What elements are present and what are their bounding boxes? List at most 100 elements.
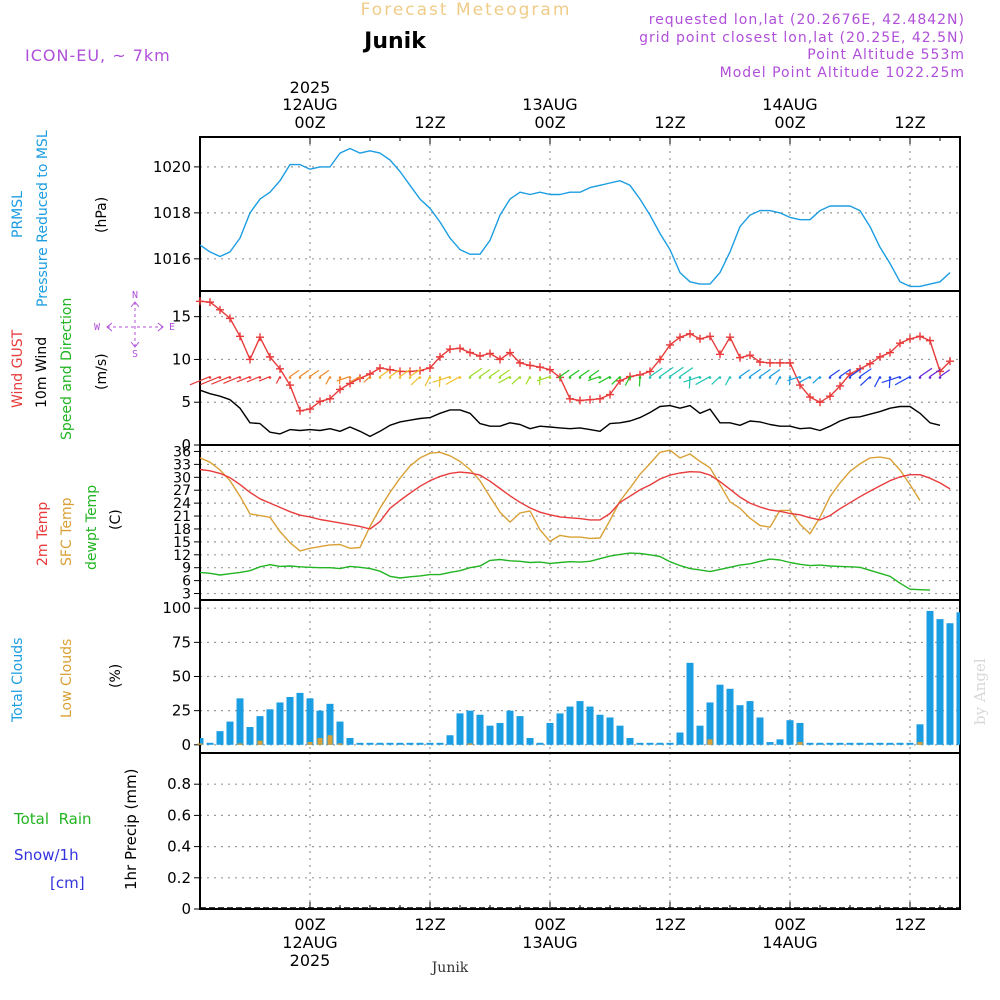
svg-text:S: S xyxy=(132,349,138,360)
cloud-bar xyxy=(706,702,714,745)
gust-marker xyxy=(266,352,274,361)
gridpoint-coords: grid point closest lon,lat (20.25E, 42.5… xyxy=(639,30,965,46)
y-tick-label: 1016 xyxy=(153,250,191,268)
wind-barb xyxy=(611,376,621,385)
gust-marker xyxy=(276,364,284,373)
wind-barb xyxy=(579,369,590,378)
gust-marker xyxy=(336,385,344,394)
wind-barb xyxy=(559,369,570,378)
y-tick-label: 5 xyxy=(181,393,191,411)
gust-marker xyxy=(386,365,394,374)
cloud-bar xyxy=(916,724,924,745)
wind-barb xyxy=(739,369,751,378)
low-cloud-bar xyxy=(707,739,713,745)
wind-barb xyxy=(409,368,422,378)
model-altitude: Model Point Altitude 1022.25m xyxy=(720,65,965,81)
temp2m-line xyxy=(199,468,951,530)
wind-label: 10m Wind xyxy=(34,337,50,408)
percent-unit: (%) xyxy=(108,664,124,688)
cloud-bar xyxy=(496,722,504,745)
bottom-axis-label: 12Z xyxy=(414,915,445,934)
wind-barb-head xyxy=(728,376,732,379)
wind-barb-head xyxy=(708,376,712,379)
wind-barb xyxy=(299,369,310,378)
panel-0: 1016 1018 1020 xyxy=(153,136,961,292)
cloud-bar xyxy=(516,716,524,745)
bottom-axis-label: 00Z xyxy=(774,915,805,934)
low-cloud-bar xyxy=(317,737,323,745)
gust-marker xyxy=(876,352,884,361)
gust-marker xyxy=(476,352,484,361)
gust-marker xyxy=(286,381,294,390)
gust-marker xyxy=(826,392,834,401)
svg-text:W: W xyxy=(94,322,101,333)
y-tick-label: 21 xyxy=(173,509,191,525)
wind-barb-head xyxy=(368,376,372,379)
low-cloud-bar xyxy=(467,743,473,745)
cloud-bar xyxy=(406,742,414,745)
y-tick-label: 1018 xyxy=(153,204,191,222)
cloud-bar xyxy=(466,710,474,745)
total-clouds-label: Total Clouds xyxy=(10,638,26,723)
gust-marker xyxy=(736,353,744,362)
gust-marker xyxy=(696,334,704,343)
top-axis-label: 12Z xyxy=(654,113,685,132)
gust-marker xyxy=(746,351,754,360)
wind-barb xyxy=(598,376,611,384)
dewpt-label: dewpt Temp xyxy=(84,485,100,570)
gust-marker xyxy=(726,333,734,342)
station-title: Junik xyxy=(362,29,427,54)
cloud-bar xyxy=(596,714,604,745)
gust-marker xyxy=(926,336,934,345)
y-tick-label: 18 xyxy=(173,522,191,538)
low-cloud-bar xyxy=(327,735,333,745)
wind-barb-head xyxy=(468,376,472,379)
gust-marker xyxy=(436,352,444,361)
cloud-bar xyxy=(726,688,734,745)
panel-frame xyxy=(199,752,961,910)
compass-icon: N S W E xyxy=(94,290,175,360)
wind-barb-head xyxy=(208,376,212,379)
wind-barb-head xyxy=(478,376,482,379)
wind-barb-head xyxy=(788,376,792,379)
wind-barb xyxy=(839,368,851,378)
cloud-bar xyxy=(426,742,434,745)
point-altitude: Point Altitude 553m xyxy=(807,47,965,63)
cloud-bar xyxy=(856,742,864,745)
wind-barb xyxy=(536,375,551,382)
cloud-bar xyxy=(376,742,384,745)
wind-barb-head xyxy=(448,376,452,379)
low-cloud-bar xyxy=(197,743,203,745)
y-tick-label: 0.4 xyxy=(167,838,191,856)
wind-barb xyxy=(432,375,451,383)
cloud-bar xyxy=(896,742,904,745)
gust-line xyxy=(199,300,951,412)
wind-barb-head xyxy=(328,376,332,379)
panel-frame xyxy=(199,290,961,446)
gust-marker xyxy=(906,334,914,343)
panels: 1016101810200510153691215182124273033360… xyxy=(153,136,961,918)
wind-barb-head xyxy=(248,376,252,379)
wind-barb-head xyxy=(908,376,912,379)
gust-marker xyxy=(806,393,814,402)
cloud-bar xyxy=(736,705,744,745)
wind-barb-head xyxy=(848,376,852,379)
gust-marker xyxy=(676,333,684,342)
cloud-bar xyxy=(446,735,454,745)
wind-barb xyxy=(200,376,221,386)
y-tick-label: 3 xyxy=(182,587,191,603)
low-cloud-bar xyxy=(797,742,803,745)
cloud-bar xyxy=(456,713,464,745)
wind-barb-head xyxy=(558,376,562,379)
pressure-line xyxy=(199,147,951,288)
wind-barb xyxy=(569,369,580,378)
gust-marker xyxy=(496,355,504,364)
wind-barb xyxy=(511,376,521,385)
wind-barb-head xyxy=(828,376,832,379)
gust-marker xyxy=(656,355,664,364)
wind-barb xyxy=(679,367,694,378)
wind-barb-head xyxy=(608,376,612,379)
gust-marker xyxy=(836,381,844,390)
cloud-bar xyxy=(826,742,834,745)
wind-barb-head xyxy=(318,376,322,379)
